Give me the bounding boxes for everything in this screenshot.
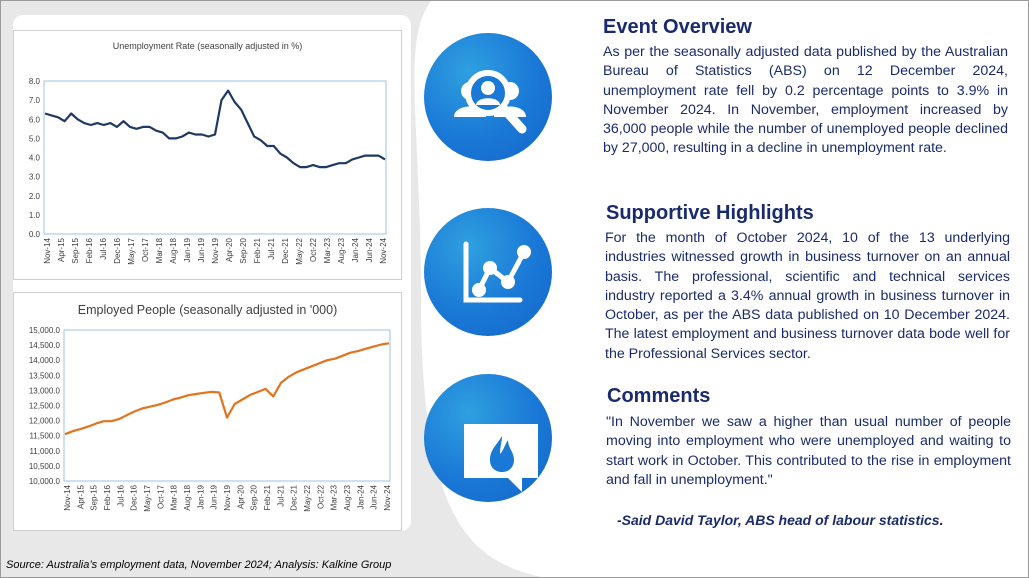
unemployment-x-tick-label: Dec-21 <box>281 237 290 263</box>
employed-x-tick-label: Oct-22 <box>316 484 325 509</box>
employed-x-tick-label: Mar-18 <box>170 484 179 510</box>
employed-x-tick-label: Aug-23 <box>343 484 352 510</box>
unemployment-x-tick-label: May-17 <box>127 237 136 264</box>
unemployment-x-tick-label: Aug-18 <box>169 237 178 263</box>
employed-x-tick-label: Jun-24 <box>370 484 379 509</box>
unemployment-x-tick-label: Nov-14 <box>43 237 52 263</box>
employed-x-tick-label: Feb-16 <box>103 484 112 510</box>
section-title-event-overview: Event Overview <box>603 16 752 38</box>
employed-y-tick-label: 10,500.0 <box>29 462 61 471</box>
employed-chart-title: Employed People (seasonally adjusted in … <box>77 303 338 317</box>
employed-x-tick-label: Jan-19 <box>196 484 205 509</box>
employed-series-line <box>64 342 390 436</box>
unemployment-chart-svg: 0.0 1.0 2.0 3.0 4.0 5.0 6.0 7.0 8.0 Nov-14 Apr-15 S… <box>29 77 388 265</box>
unemployment-y-tick-label: 1.0 <box>29 211 41 220</box>
unemployment-x-tick-label: Jan-19 <box>183 237 192 262</box>
employed-y-tick-label: 12,000.0 <box>29 417 61 426</box>
unemployment-x-tick-label: Jun-24 <box>365 237 374 262</box>
section-text-supportive-highlights: For the month of October 2024, 10 of the… <box>605 230 1010 362</box>
employed-x-tick-label: Sep-20 <box>250 484 259 510</box>
employed-x-tick-label: Feb-21 <box>263 484 272 510</box>
employed-x-tick-label: Nov-24 <box>383 484 392 510</box>
unemployment-y-tick-label: 3.0 <box>29 173 41 182</box>
employed-x-tick-label: Jan-24 <box>356 484 365 509</box>
unemployment-series-line <box>44 89 386 169</box>
employed-x-tick-label: May-17 <box>143 484 152 511</box>
unemployment-x-tick-label: Oct-22 <box>309 237 318 262</box>
chat-fire-icon <box>424 374 552 502</box>
source-note: Source: Australia’s employment data, Nov… <box>6 559 392 571</box>
employed-x-tick-label: Dec-21 <box>290 484 299 510</box>
section-title-supportive-highlights: Supportive Highlights <box>606 202 814 224</box>
unemployment-y-tick-label: 0.0 <box>29 230 41 239</box>
employed-y-tick-label: 11,000.0 <box>29 447 60 456</box>
line-chart-icon <box>424 208 552 336</box>
employed-y-tick-label: 12,500.0 <box>29 402 61 411</box>
employed-y-tick-label: 13,000.0 <box>29 386 61 395</box>
unemployment-x-tick-label: Aug-23 <box>337 237 346 263</box>
unemployment-x-tick-label: Jul-21 <box>267 237 276 259</box>
unemployment-x-tick-label: Jun-19 <box>197 237 206 262</box>
unemployment-x-tick-label: Mar-23 <box>323 237 332 263</box>
employed-x-tick-label: Jul-21 <box>276 484 285 506</box>
section-text-comments: "In November we saw a higher than usual … <box>606 414 1011 488</box>
employed-x-tick-label: Nov-19 <box>223 484 232 510</box>
employed-x-tick-label: Apr-20 <box>236 484 245 509</box>
employed-y-tick-label: 11,500.0 <box>29 432 60 441</box>
unemployment-x-tick-label: Sep-20 <box>239 237 248 263</box>
unemployment-x-tick-label: Jul-16 <box>99 237 108 259</box>
employed-x-tick-label: Oct-17 <box>156 484 165 509</box>
employed-chart-svg: 10,000.0 10,500.0 11,000.0 11,500.0 12,000.0… <box>29 326 392 512</box>
employed-x-tick-label: May-22 <box>303 484 312 511</box>
employed-y-tick-label: 14,000.0 <box>29 356 61 365</box>
employed-x-tick-label: Apr-15 <box>76 484 85 509</box>
unemployment-x-tick-label: Feb-16 <box>85 237 94 263</box>
employed-x-tick-label: Sep-15 <box>90 484 99 510</box>
employed-y-tick-label: 15,000.0 <box>29 326 61 335</box>
unemployment-x-tick-label: Apr-15 <box>57 237 66 262</box>
unemployment-y-tick-label: 2.0 <box>29 192 41 201</box>
employed-plot-area <box>63 329 391 482</box>
user-search-icon <box>424 33 552 161</box>
section-title-comments: Comments <box>607 385 711 407</box>
unemployment-x-tick-label: Oct-17 <box>141 237 150 262</box>
unemployment-x-tick-label: Jan-24 <box>351 237 360 262</box>
employed-x-tick-label: Mar-23 <box>330 484 339 510</box>
unemployment-chart: Unemployment Rate (seasonally adjusted i… <box>13 30 402 280</box>
employed-chart: Employed People (seasonally adjusted in … <box>13 292 402 531</box>
unemployment-y-tick-label: 8.0 <box>29 77 41 86</box>
unemployment-x-tick-label: Apr-20 <box>225 237 234 262</box>
employed-x-tick-label: Dec-16 <box>130 484 139 510</box>
unemployment-x-tick-label: May-22 <box>295 237 304 264</box>
employed-y-tick-label: 10,000.0 <box>29 477 61 486</box>
unemployment-x-tick-label: Dec-16 <box>113 237 122 263</box>
unemployment-x-tick-label: Sep-15 <box>71 237 80 263</box>
unemployment-chart-title: Unemployment Rate (seasonally adjusted i… <box>112 41 303 51</box>
section-text-event-overview: As per the seasonally adjusted data publ… <box>603 44 1008 157</box>
unemployment-y-tick-label: 7.0 <box>29 96 41 105</box>
employed-x-tick-label: Aug-18 <box>183 484 192 510</box>
unemployment-x-tick-label: Feb-21 <box>253 237 262 263</box>
charts-panel: Unemployment Rate (seasonally adjusted i… <box>13 15 411 531</box>
employed-x-tick-label: Jun-19 <box>210 484 219 509</box>
unemployment-x-tick-label: Nov-24 <box>379 237 388 263</box>
unemployment-y-tick-label: 5.0 <box>29 134 41 143</box>
unemployment-plot-area <box>43 80 387 235</box>
employed-y-tick-label: 13,500.0 <box>29 371 61 380</box>
unemployment-x-tick-label: Nov-19 <box>211 237 220 263</box>
employed-y-tick-label: 14,500.0 <box>29 341 61 350</box>
employed-x-tick-label: Nov-14 <box>63 484 72 510</box>
unemployment-y-tick-label: 6.0 <box>29 115 41 124</box>
unemployment-x-tick-label: Mar-18 <box>155 237 164 263</box>
quote-author: -Said David Taylor, ABS head of labour s… <box>617 512 944 528</box>
employed-x-tick-label: Jul-16 <box>116 484 125 506</box>
unemployment-y-tick-label: 4.0 <box>29 154 41 163</box>
